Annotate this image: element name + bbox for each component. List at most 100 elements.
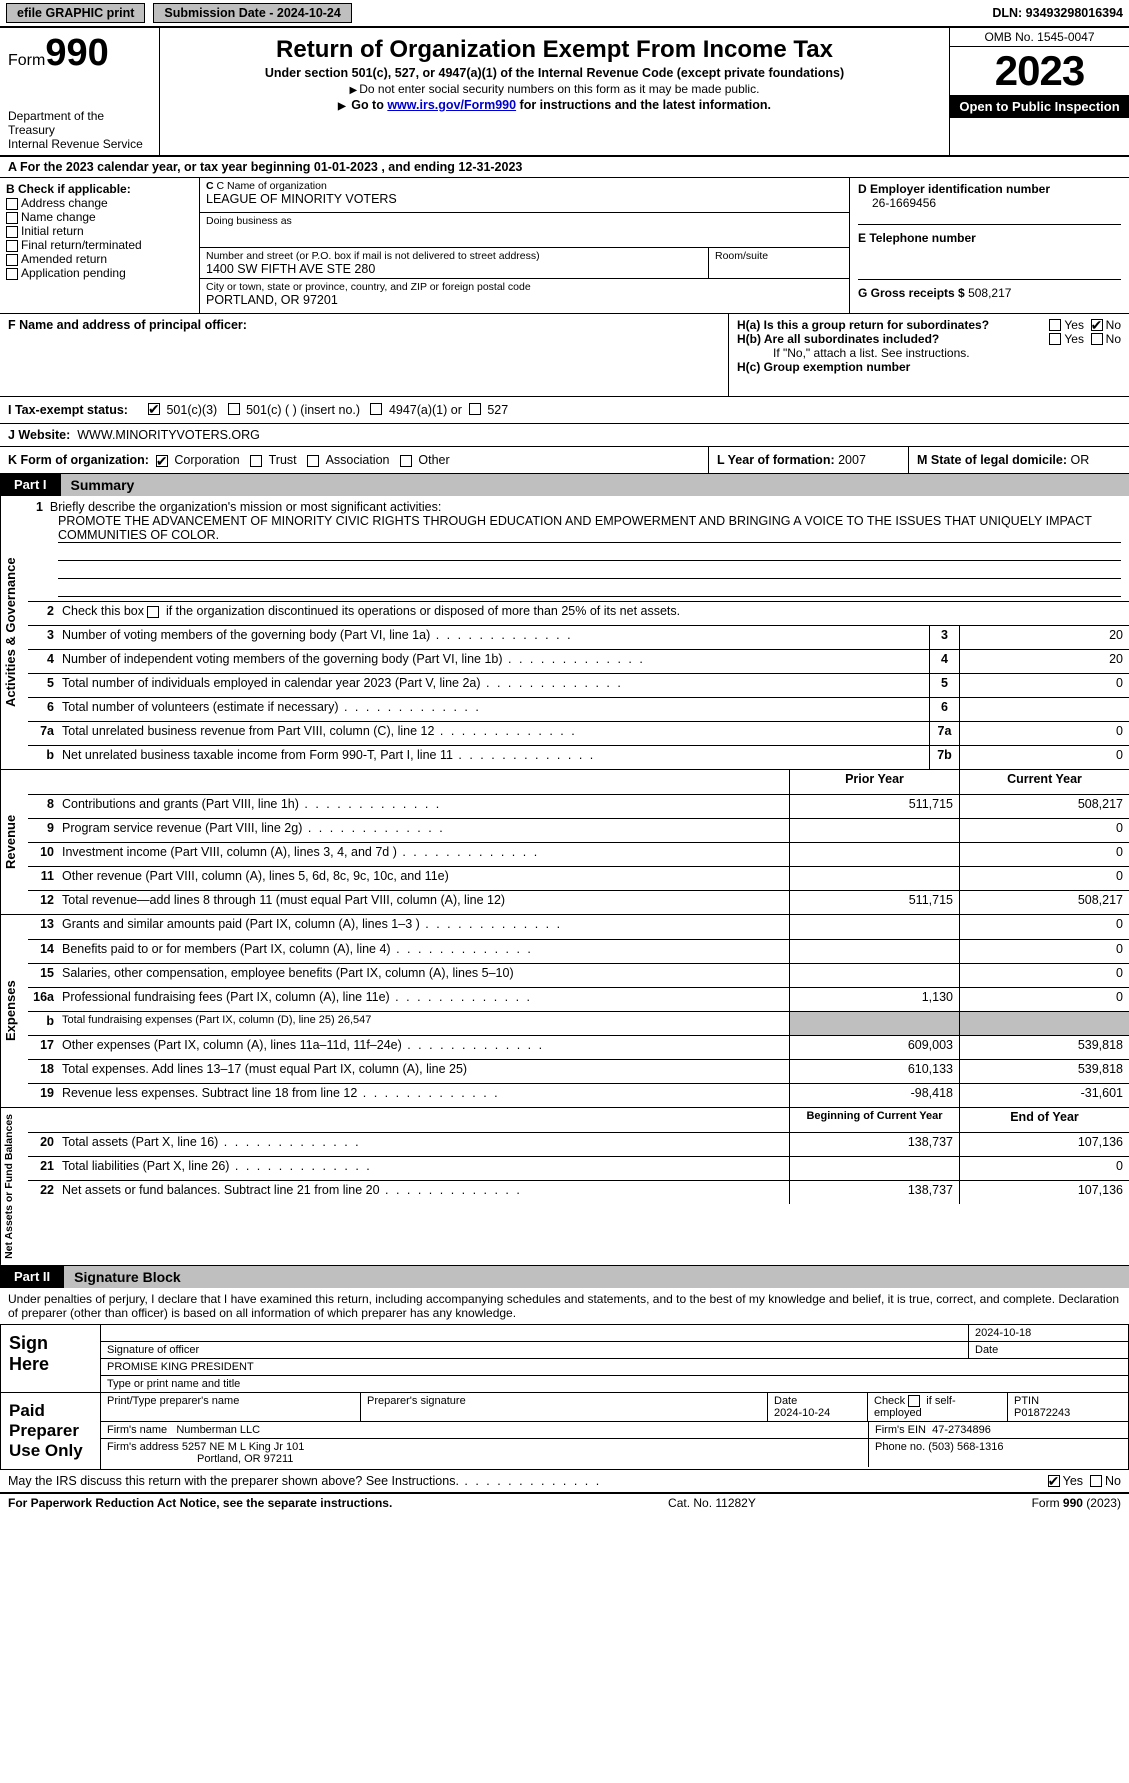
dln-label: DLN: 93493298016394: [992, 6, 1123, 20]
chk-hb-yes[interactable]: [1049, 333, 1061, 345]
topbar: efile GRAPHIC print Submission Date - 20…: [0, 0, 1129, 28]
p21: [789, 1157, 959, 1180]
omb-number: OMB No. 1545-0047: [950, 28, 1129, 47]
form-number: Form990: [8, 32, 151, 75]
p15: [789, 964, 959, 987]
p9: [789, 819, 959, 842]
year-formation: 2007: [838, 453, 866, 467]
chk-501c[interactable]: [228, 403, 240, 415]
chk-address-change[interactable]: [6, 198, 18, 210]
firm-name: Numberman LLC: [176, 1424, 260, 1436]
revenue-section: Revenue Prior YearCurrent Year 8Contribu…: [0, 770, 1129, 915]
firm-address-2: Portland, OR 97211: [107, 1453, 293, 1465]
c11: 0: [959, 867, 1129, 890]
officer-name: PROMISE KING PRESIDENT: [101, 1359, 260, 1375]
org-name: LEAGUE OF MINORITY VOTERS: [206, 192, 843, 206]
page-footer: For Paperwork Reduction Act Notice, see …: [0, 1492, 1129, 1512]
val-7a: 0: [959, 722, 1129, 745]
dept-label: Department of the Treasury: [8, 109, 151, 137]
c10: 0: [959, 843, 1129, 866]
box-i: I Tax-exempt status: 501(c)(3) 501(c) ( …: [0, 397, 1129, 424]
firm-address-1: 5257 NE M L King Jr 101: [182, 1441, 305, 1453]
irs-link[interactable]: www.irs.gov/Form990: [387, 98, 516, 112]
c8: 508,217: [959, 795, 1129, 818]
submission-date-button[interactable]: Submission Date - 2024-10-24: [153, 3, 351, 23]
efile-button[interactable]: efile GRAPHIC print: [6, 3, 145, 23]
val-4: 20: [959, 650, 1129, 673]
chk-discuss-no[interactable]: [1090, 1475, 1102, 1487]
part-1-header: Part I Summary: [0, 474, 1129, 496]
c15: 0: [959, 964, 1129, 987]
sign-date: 2024-10-18: [968, 1325, 1128, 1341]
val-3: 20: [959, 626, 1129, 649]
p14: [789, 940, 959, 963]
expenses-section: Expenses 13Grants and similar amounts pa…: [0, 915, 1129, 1108]
c21: 0: [959, 1157, 1129, 1180]
website-value: WWW.MINORITYVOTERS.ORG: [77, 428, 260, 442]
c17: 539,818: [959, 1036, 1129, 1059]
sign-here-block: Sign Here 2024-10-18 Signature of office…: [0, 1324, 1129, 1393]
form-header: Form990 Department of the Treasury Inter…: [0, 28, 1129, 157]
chk-527[interactable]: [469, 403, 481, 415]
chk-name-change[interactable]: [6, 212, 18, 224]
p12: 511,715: [789, 891, 959, 914]
chk-501c3[interactable]: [148, 403, 160, 415]
preparer-date: 2024-10-24: [774, 1407, 830, 1419]
p20: 138,737: [789, 1133, 959, 1156]
chk-amended-return[interactable]: [6, 254, 18, 266]
fundraising-total: 26,547: [338, 1014, 372, 1026]
chk-assoc[interactable]: [307, 455, 319, 467]
p22: 138,737: [789, 1181, 959, 1204]
chk-self-employed[interactable]: [908, 1395, 920, 1407]
c14: 0: [959, 940, 1129, 963]
c19: -31,601: [959, 1084, 1129, 1107]
p17: 609,003: [789, 1036, 959, 1059]
subtitle-1: Under section 501(c), 527, or 4947(a)(1)…: [170, 66, 939, 80]
box-f-h: F Name and address of principal officer:…: [0, 314, 1129, 397]
chk-ha-yes[interactable]: [1049, 319, 1061, 331]
state-domicile: OR: [1071, 453, 1090, 467]
box-j: J Website: WWW.MINORITYVOTERS.ORG: [0, 424, 1129, 447]
mission-text: PROMOTE THE ADVANCEMENT OF MINORITY CIVI…: [58, 514, 1121, 543]
org-address: 1400 SW FIFTH AVE STE 280: [206, 262, 702, 276]
chk-4947[interactable]: [370, 403, 382, 415]
c13: 0: [959, 915, 1129, 939]
ptin-value: P01872243: [1014, 1407, 1070, 1419]
chk-discuss-yes[interactable]: [1048, 1475, 1060, 1487]
subtitle-2: Do not enter social security numbers on …: [170, 82, 939, 96]
c18: 539,818: [959, 1060, 1129, 1083]
c16a: 0: [959, 988, 1129, 1011]
chk-discontinued[interactable]: [147, 606, 159, 618]
perjury-declaration: Under penalties of perjury, I declare th…: [0, 1288, 1129, 1324]
part-2-header: Part II Signature Block: [0, 1266, 1129, 1288]
org-info-block: B Check if applicable: Address change Na…: [0, 178, 1129, 314]
chk-initial-return[interactable]: [6, 226, 18, 238]
chk-other[interactable]: [400, 455, 412, 467]
chk-corp[interactable]: [156, 455, 168, 467]
box-k-l-m: K Form of organization: Corporation Trus…: [0, 447, 1129, 474]
p8: 511,715: [789, 795, 959, 818]
irs-label: Internal Revenue Service: [8, 137, 151, 151]
p13: [789, 915, 959, 939]
c12: 508,217: [959, 891, 1129, 914]
subtitle-3: Go to www.irs.gov/Form990 for instructio…: [170, 98, 939, 112]
p10: [789, 843, 959, 866]
chk-final-return[interactable]: [6, 240, 18, 252]
chk-trust[interactable]: [250, 455, 262, 467]
open-inspection-label: Open to Public Inspection: [950, 95, 1129, 118]
p19: -98,418: [789, 1084, 959, 1107]
org-city: PORTLAND, OR 97201: [206, 293, 843, 307]
box-b: B Check if applicable: Address change Na…: [0, 178, 200, 313]
netassets-section: Net Assets or Fund Balances Beginning of…: [0, 1108, 1129, 1266]
val-7b: 0: [959, 746, 1129, 769]
chk-ha-no[interactable]: [1091, 319, 1103, 331]
ein-value: 26-1669456: [858, 196, 1121, 210]
line-a-taxyear: A For the 2023 calendar year, or tax yea…: [0, 157, 1129, 178]
paid-preparer-block: Paid Preparer Use Only Print/Type prepar…: [0, 1393, 1129, 1470]
form-title: Return of Organization Exempt From Incom…: [170, 36, 939, 64]
val-5: 0: [959, 674, 1129, 697]
box-c: C C Name of organization LEAGUE OF MINOR…: [200, 178, 849, 313]
chk-application-pending[interactable]: [6, 268, 18, 280]
chk-hb-no[interactable]: [1091, 333, 1103, 345]
c9: 0: [959, 819, 1129, 842]
